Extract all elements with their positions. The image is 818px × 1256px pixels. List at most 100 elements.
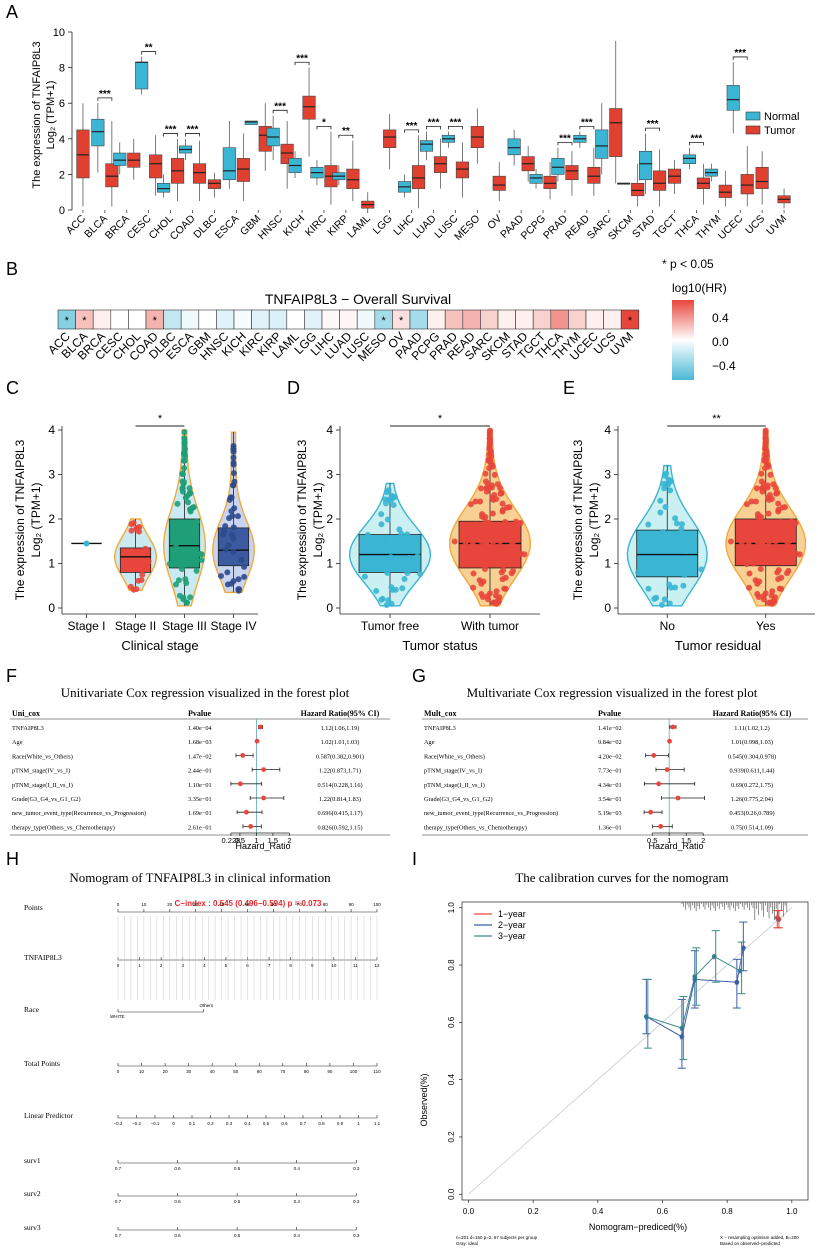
nomogram-tick-label: 0.6 [174,1199,181,1204]
E-plot-point [758,513,765,520]
D-plot-sig-label: * [438,413,443,425]
D-plot-point [499,576,506,583]
C-plot-xtick-label: Stage I [67,619,105,633]
normal-UCEC-box [726,85,740,111]
sig-label-THCA: *** [691,133,703,144]
panel-b-colorbar [672,300,694,380]
C-plot-point [178,566,185,573]
tumor-ACC-box [76,129,90,179]
D-plot-point [498,569,505,576]
E-plot-point [766,492,773,499]
calibration-x-marker: x [693,975,697,982]
tumor-UCEC-box [740,174,754,195]
D-plot-point [494,481,501,488]
sig-bracket-KIRP [338,134,354,139]
nomogram-tick-label: 60 [271,902,277,907]
E-plot-point [777,519,784,526]
G-plot-row-label: new_tumor_event_type(Recurrence_vs_Progr… [424,810,558,817]
heat-cell-CESC [110,309,129,330]
heat-cell-TGCT [532,309,552,330]
panel-b-note: * p < 0.05 [662,257,714,271]
G-plot-row-p: 5.19e−03 [598,810,622,817]
panel-label-h: H [6,849,19,869]
calibration-legend-label-0: 1−year [498,909,526,919]
E-plot-point [764,484,771,491]
E-plot-point [781,504,788,511]
calibration-point [643,1014,649,1020]
nomogram-tick-label: −0.3 [114,1121,123,1126]
sig-label-KICH: *** [296,53,308,64]
heat-cell-UCS [603,309,622,330]
tumor-THYM-box [718,184,732,198]
tumor-DLBC-box [207,179,221,189]
D-plot-point [378,521,385,528]
G-plot-hr-point [658,824,664,829]
D-plot-point [478,590,485,597]
D-plot-ytick-label: 2 [326,512,333,526]
nomogram-row-name: surv1 [24,1156,41,1165]
panel-label-c: C [6,378,19,398]
nomogram-tick-label: 0.3 [353,1166,360,1171]
E-plot-point [750,560,757,567]
C-plot-point [230,524,237,531]
nomogram-tick-label: 30 [186,1069,192,1074]
E-plot-point [745,541,752,548]
C-plot-point [236,586,243,593]
nomogram-tick-label: 20 [167,902,173,907]
panel-a-xtick-label-UCS: UCS [743,213,767,237]
E-plot-point [678,525,685,532]
heat-cell-SARC [480,309,499,330]
C-plot-point [175,577,182,584]
normal-STAD-box [639,150,653,181]
sig-bracket-STAD [645,127,660,132]
D-plot-point [463,534,470,541]
D-plot-point [486,431,493,438]
nomogram-tick-label: 10 [139,1069,145,1074]
tumor-LGG-box [383,129,397,148]
tumor-STAD-box [653,170,667,191]
nomogram-tick-label: 90 [349,902,355,907]
panel-f-title: Unitivariate Cox regression visualized i… [61,685,350,700]
normal-SARC-box [595,129,609,159]
E-plot-point [743,561,750,568]
C-plot-point [197,550,204,557]
E-plot-point [671,538,678,545]
calibration-point [740,945,746,951]
D-plot-point [387,554,394,561]
sig-label-PRAD: *** [559,133,571,144]
C-plot-point [181,520,188,527]
normal-ESCA-box [222,147,236,181]
C-plot-point [230,470,237,477]
heat-star-ACC: * [65,315,70,327]
nomogram-tick-label: 0.1 [189,1121,196,1126]
C-plot-point [173,541,180,548]
calibration-legend-label-2: 3−year [498,931,526,941]
panel-i-foot-right-2: Based on observed−predicted [720,1241,780,1246]
calibration-x-marker: x [735,980,739,987]
panel-a-xtick-label-KIRC: KIRC [303,212,330,239]
nomogram-tick-label: 0.5 [234,1233,241,1238]
E-plot-point [753,485,760,492]
heat-cell-GBM [198,309,217,330]
nomogram-tick-label: 0.2 [207,1121,214,1126]
E-plot-point [662,503,669,510]
sig-bracket-KICH [294,61,310,66]
C-plot-point [230,454,237,461]
F-plot-row-label: Race(White_vs_Others) [12,753,73,760]
tumor-LUSC-box [455,161,469,179]
C-plot-point [145,558,152,565]
E-plot-point [749,555,756,562]
D-plot-point [502,519,509,526]
E-plot-point [759,485,766,492]
E-plot-ytick-label: 1 [604,557,611,571]
F-plot-hr-point [243,809,249,815]
legend-normal-label: Normal [764,111,799,123]
D-plot-point [382,496,389,503]
panel-g: Multivariate Cox regression visualized i… [422,685,808,851]
E-plot-point [774,569,781,576]
E-plot-point [657,509,664,516]
nomogram-tick-label: 5 [225,963,228,968]
sig-label-COAD: *** [187,124,199,135]
